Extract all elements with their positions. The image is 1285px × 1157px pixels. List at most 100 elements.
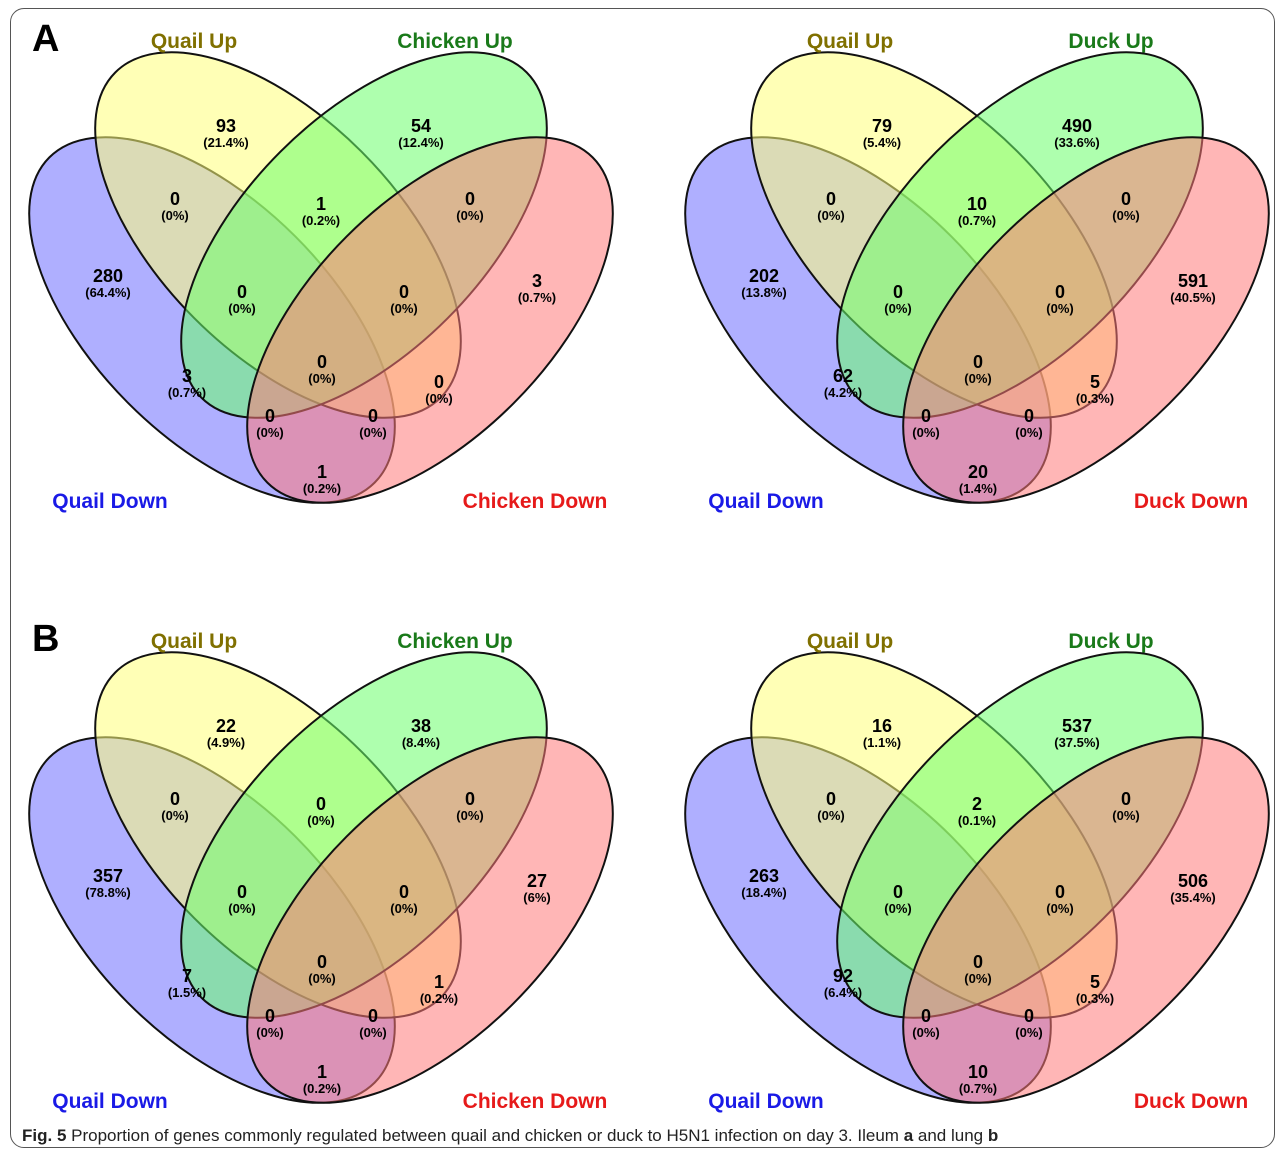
region-percent-a: (18.4%): [741, 885, 787, 900]
region-percent-c: (37.5%): [1054, 735, 1100, 750]
region-percent-abcd: (0%): [308, 971, 335, 986]
region-count-bd: 5: [1090, 972, 1100, 992]
set-label-2: Quail Up: [807, 630, 893, 653]
region-percent-ab: (0%): [161, 208, 188, 223]
region-count-ac: 62: [833, 366, 853, 386]
region-percent-abcd: (0%): [964, 971, 991, 986]
region-percent-ad: (0.2%): [303, 1081, 341, 1096]
set-label-1: Quail Down: [52, 490, 168, 513]
region-count-bd: 1: [434, 972, 444, 992]
region-percent-ab: (0%): [817, 808, 844, 823]
region-percent-abc: (0%): [884, 301, 911, 316]
region-percent-ad: (1.4%): [959, 481, 997, 496]
region-percent-ad: (0.2%): [303, 481, 341, 496]
region-percent-bc: (0.2%): [302, 213, 340, 228]
region-count-abc: 0: [237, 282, 247, 302]
region-count-b: 16: [872, 716, 892, 736]
set-label-2: Quail Up: [807, 30, 893, 53]
region-count-ad: 10: [968, 1062, 988, 1082]
region-percent-abd: (0%): [1015, 425, 1042, 440]
region-percent-bc: (0%): [307, 813, 334, 828]
region-count-a: 280: [93, 266, 123, 286]
region-percent-acd: (0%): [912, 425, 939, 440]
set-label-3: Chicken Up: [397, 30, 513, 53]
region-percent-ad: (0.7%): [959, 1081, 997, 1096]
region-count-d: 27: [527, 871, 547, 891]
region-count-acd: 0: [265, 406, 275, 426]
set-label-4: Chicken Down: [463, 1090, 608, 1113]
region-percent-ac: (4.2%): [824, 385, 862, 400]
region-percent-b: (21.4%): [203, 135, 249, 150]
region-percent-c: (33.6%): [1054, 135, 1100, 150]
region-percent-d: (0.7%): [518, 290, 556, 305]
region-count-cd: 0: [465, 789, 475, 809]
region-percent-cd: (0%): [1112, 808, 1139, 823]
region-count-d: 591: [1178, 271, 1208, 291]
set-label-2: Quail Up: [151, 630, 237, 653]
region-count-bc: 0: [316, 794, 326, 814]
region-count-bcd: 0: [1055, 882, 1065, 902]
region-count-a: 202: [749, 266, 779, 286]
region-count-ac: 7: [182, 966, 192, 986]
region-count-bcd: 0: [399, 882, 409, 902]
region-percent-d: (35.4%): [1170, 890, 1216, 905]
set-label-3: Chicken Up: [397, 630, 513, 653]
region-count-abd: 0: [368, 1006, 378, 1026]
panel-label-a: A: [32, 18, 60, 60]
set-label-4: Chicken Down: [463, 490, 608, 513]
region-percent-bc: (0.1%): [958, 813, 996, 828]
region-percent-b: (1.1%): [863, 735, 901, 750]
region-count-cd: 0: [1121, 189, 1131, 209]
region-count-ab: 0: [826, 189, 836, 209]
region-percent-abcd: (0%): [308, 371, 335, 386]
region-percent-bd: (0.2%): [420, 991, 458, 1006]
region-percent-bcd: (0%): [390, 301, 417, 316]
region-percent-b: (5.4%): [863, 135, 901, 150]
venn-diagram-a-left: Quail Down Quail Up Chicken Up Chicken Down…: [28, 30, 614, 513]
region-percent-ac: (1.5%): [168, 985, 206, 1000]
region-count-c: 490: [1062, 116, 1092, 136]
region-percent-abc: (0%): [884, 901, 911, 916]
set-label-3: Duck Up: [1068, 630, 1153, 653]
region-count-ac: 92: [833, 966, 853, 986]
venn-diagram-b-left: Quail Down Quail Up Chicken Up Chicken Down…: [28, 630, 614, 1113]
figure-caption: Fig. 5 Proportion of genes commonly regu…: [22, 1126, 1272, 1146]
set-ellipse-4: [246, 736, 614, 1104]
region-count-bd: 0: [434, 372, 444, 392]
region-count-ad: 20: [968, 462, 988, 482]
region-percent-cd: (0%): [1112, 208, 1139, 223]
region-count-b: 79: [872, 116, 892, 136]
region-percent-bc: (0.7%): [958, 213, 996, 228]
region-percent-a: (64.4%): [85, 285, 131, 300]
set-label-1: Quail Down: [52, 1090, 168, 1113]
region-percent-abd: (0%): [359, 425, 386, 440]
region-count-bd: 5: [1090, 372, 1100, 392]
region-percent-abd: (0%): [1015, 1025, 1042, 1040]
set-ellipse-4: [246, 136, 614, 504]
region-count-ad: 1: [317, 1062, 327, 1082]
region-count-bcd: 0: [1055, 282, 1065, 302]
region-percent-acd: (0%): [256, 1025, 283, 1040]
caption-text-1: Proportion of genes commonly regulated b…: [66, 1126, 904, 1145]
region-count-d: 506: [1178, 871, 1208, 891]
set-label-1: Quail Down: [708, 1090, 824, 1113]
region-count-abd: 0: [1024, 406, 1034, 426]
caption-ref-a: a: [903, 1126, 914, 1145]
region-percent-bd: (0.3%): [1076, 391, 1114, 406]
region-count-abcd: 0: [973, 952, 983, 972]
region-percent-ac: (6.4%): [824, 985, 862, 1000]
region-count-cd: 0: [465, 189, 475, 209]
region-count-c: 54: [411, 116, 431, 136]
region-percent-d: (40.5%): [1170, 290, 1216, 305]
region-count-acd: 0: [921, 406, 931, 426]
region-percent-abcd: (0%): [964, 371, 991, 386]
region-count-bc: 1: [316, 194, 326, 214]
region-percent-bd: (0%): [425, 391, 452, 406]
region-percent-b: (4.9%): [207, 735, 245, 750]
region-count-c: 38: [411, 716, 431, 736]
region-count-ab: 0: [170, 189, 180, 209]
venn-diagram-b-right: Quail Down Quail Up Duck Up Duck Down 263(18…: [684, 630, 1270, 1113]
figure-frame: [10, 8, 1275, 1148]
region-percent-a: (13.8%): [741, 285, 787, 300]
set-label-1: Quail Down: [708, 490, 824, 513]
